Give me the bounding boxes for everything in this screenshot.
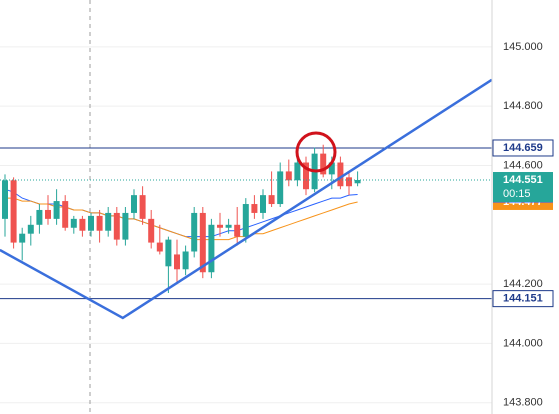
candle-body [45,209,51,219]
candle-body [165,239,172,267]
candle-body [346,177,352,187]
candle-body [131,195,137,213]
candle-body [70,218,77,228]
candle-body [234,224,241,237]
candle-body [79,218,86,231]
level-label-box [492,290,554,308]
candle-body [2,180,8,219]
candle-body [337,162,344,187]
candle-body [10,180,17,243]
candle-body [19,233,26,243]
candle-body [36,209,43,225]
y-tick-label: 144.800 [503,100,543,112]
candle-body [294,162,301,181]
candle-body [320,153,327,175]
candle-body [303,162,309,190]
y-tick-label: 143.800 [503,397,543,409]
candle-body [260,195,266,213]
plot [0,78,493,320]
candle-body [354,180,361,184]
candle-body [174,254,180,270]
candle-body [225,224,232,228]
candle-body [217,224,223,228]
candle-body [242,204,249,237]
grid [0,46,492,404]
candle-body [53,201,60,219]
y-tick-label: 145.000 [503,41,543,53]
candle-body [27,224,34,234]
candle-body [285,171,292,181]
candle-body [251,204,258,213]
candle-body [268,195,275,205]
candle-body [182,251,189,270]
level-label: 144.151 [503,293,543,305]
candle-body [96,215,103,231]
current-price-label-box [493,172,553,203]
candle-body [122,212,129,240]
axis-labels: 145.000 144.800 144.600 144.200 144.000 143.8… [492,41,554,409]
trendline [0,78,493,320]
candle-body [156,242,163,252]
candle-body [105,212,112,231]
candle-body [199,212,206,273]
y-tick-label: 144.200 [503,278,543,290]
candle-body [328,162,335,175]
candle-body [148,218,155,243]
y-tick-label: 144.600 [503,159,543,171]
countdown: 00:15 [503,188,531,200]
candle-body [113,212,120,240]
candle-body [191,212,198,252]
highlight-circle [295,131,337,173]
level-label: 144.659 [503,142,543,154]
candle-body [208,224,215,273]
candle-body [88,215,94,231]
candle-body [62,201,69,228]
level-label-box [492,139,554,157]
current-price-label: 144.551 [503,174,543,186]
y-tick-label: 144.000 [503,337,543,349]
candle-body [139,195,146,219]
candle-body [277,171,284,205]
